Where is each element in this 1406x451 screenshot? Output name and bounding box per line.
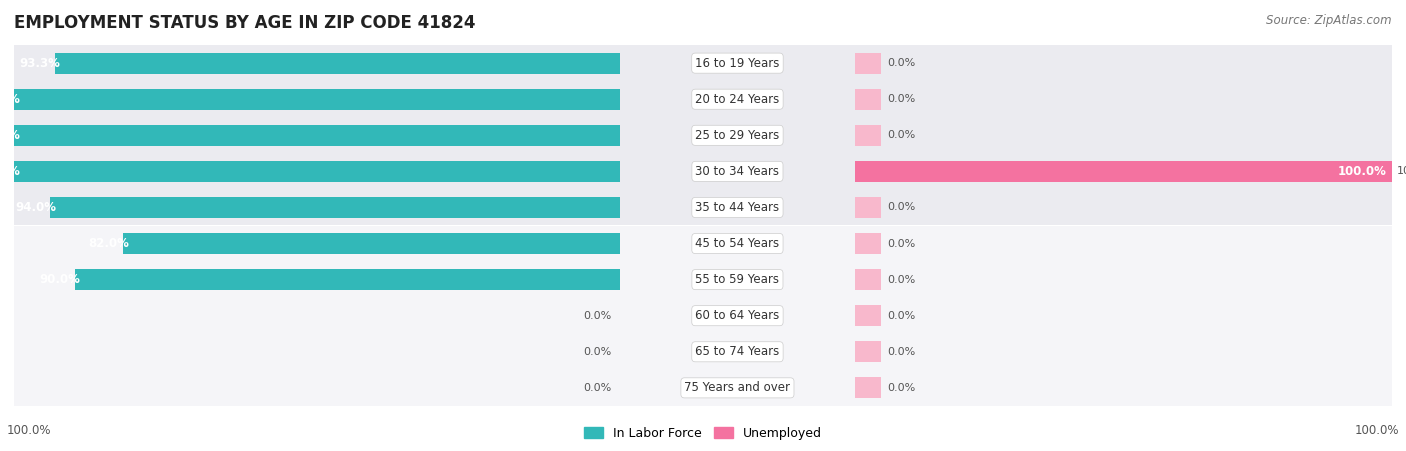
Text: EMPLOYMENT STATUS BY AGE IN ZIP CODE 41824: EMPLOYMENT STATUS BY AGE IN ZIP CODE 418… (14, 14, 475, 32)
Bar (14, 161, 620, 182)
Bar (855, 341, 882, 362)
Text: 60 to 64 Years: 60 to 64 Years (696, 309, 779, 322)
Bar (51, 197, 620, 218)
Bar (855, 226, 1392, 451)
Text: 93.3%: 93.3% (20, 57, 60, 69)
Bar (75, 269, 620, 290)
Text: 0.0%: 0.0% (887, 347, 915, 357)
Text: 100.0%: 100.0% (7, 424, 52, 437)
Text: 0.0%: 0.0% (583, 347, 612, 357)
Text: 0.0%: 0.0% (887, 383, 915, 393)
Text: 0.0%: 0.0% (583, 311, 612, 321)
Text: 82.0%: 82.0% (89, 237, 129, 250)
Legend: In Labor Force, Unemployed: In Labor Force, Unemployed (579, 422, 827, 445)
Text: 25 to 29 Years: 25 to 29 Years (696, 129, 779, 142)
Text: 0.0%: 0.0% (887, 239, 915, 249)
Text: 30 to 34 Years: 30 to 34 Years (696, 165, 779, 178)
Text: 45 to 54 Years: 45 to 54 Years (696, 237, 779, 250)
Text: 55 to 59 Years: 55 to 59 Years (696, 273, 779, 286)
Text: 100.0%: 100.0% (1354, 424, 1399, 437)
Text: 94.0%: 94.0% (15, 201, 56, 214)
Bar (855, 269, 882, 290)
Text: 0.0%: 0.0% (887, 275, 915, 285)
Text: 90.0%: 90.0% (39, 273, 80, 286)
Bar (855, 161, 1392, 182)
Bar (855, 0, 1392, 226)
Text: 0.0%: 0.0% (887, 311, 915, 321)
Bar (14, 226, 620, 451)
Text: 20 to 24 Years: 20 to 24 Years (696, 93, 779, 106)
Text: 0.0%: 0.0% (887, 58, 915, 68)
Text: 0.0%: 0.0% (887, 130, 915, 140)
Text: 75 Years and over: 75 Years and over (685, 382, 790, 394)
Bar (855, 233, 882, 254)
Bar (855, 197, 882, 218)
Text: 35 to 44 Years: 35 to 44 Years (696, 201, 779, 214)
Bar (14, 125, 620, 146)
Text: Source: ZipAtlas.com: Source: ZipAtlas.com (1267, 14, 1392, 27)
Bar (855, 89, 882, 110)
Bar (855, 305, 882, 326)
Bar (14, 0, 620, 226)
Text: 100.0%: 100.0% (0, 93, 20, 106)
Bar (855, 125, 882, 146)
Text: 100.0%: 100.0% (0, 165, 20, 178)
Text: 100.0%: 100.0% (1337, 165, 1386, 178)
Text: 0.0%: 0.0% (887, 202, 915, 212)
Text: 0.0%: 0.0% (887, 94, 915, 104)
Bar (855, 53, 882, 74)
Bar (55, 53, 620, 74)
Text: 100.0%: 100.0% (0, 129, 20, 142)
Bar (14, 89, 620, 110)
Text: 100.0%: 100.0% (1398, 166, 1406, 176)
Bar (124, 233, 620, 254)
Text: 0.0%: 0.0% (583, 383, 612, 393)
Bar (620, 226, 855, 451)
Text: 65 to 74 Years: 65 to 74 Years (696, 345, 779, 358)
Text: 16 to 19 Years: 16 to 19 Years (695, 57, 780, 69)
Bar (855, 377, 882, 398)
Bar (620, 0, 855, 226)
